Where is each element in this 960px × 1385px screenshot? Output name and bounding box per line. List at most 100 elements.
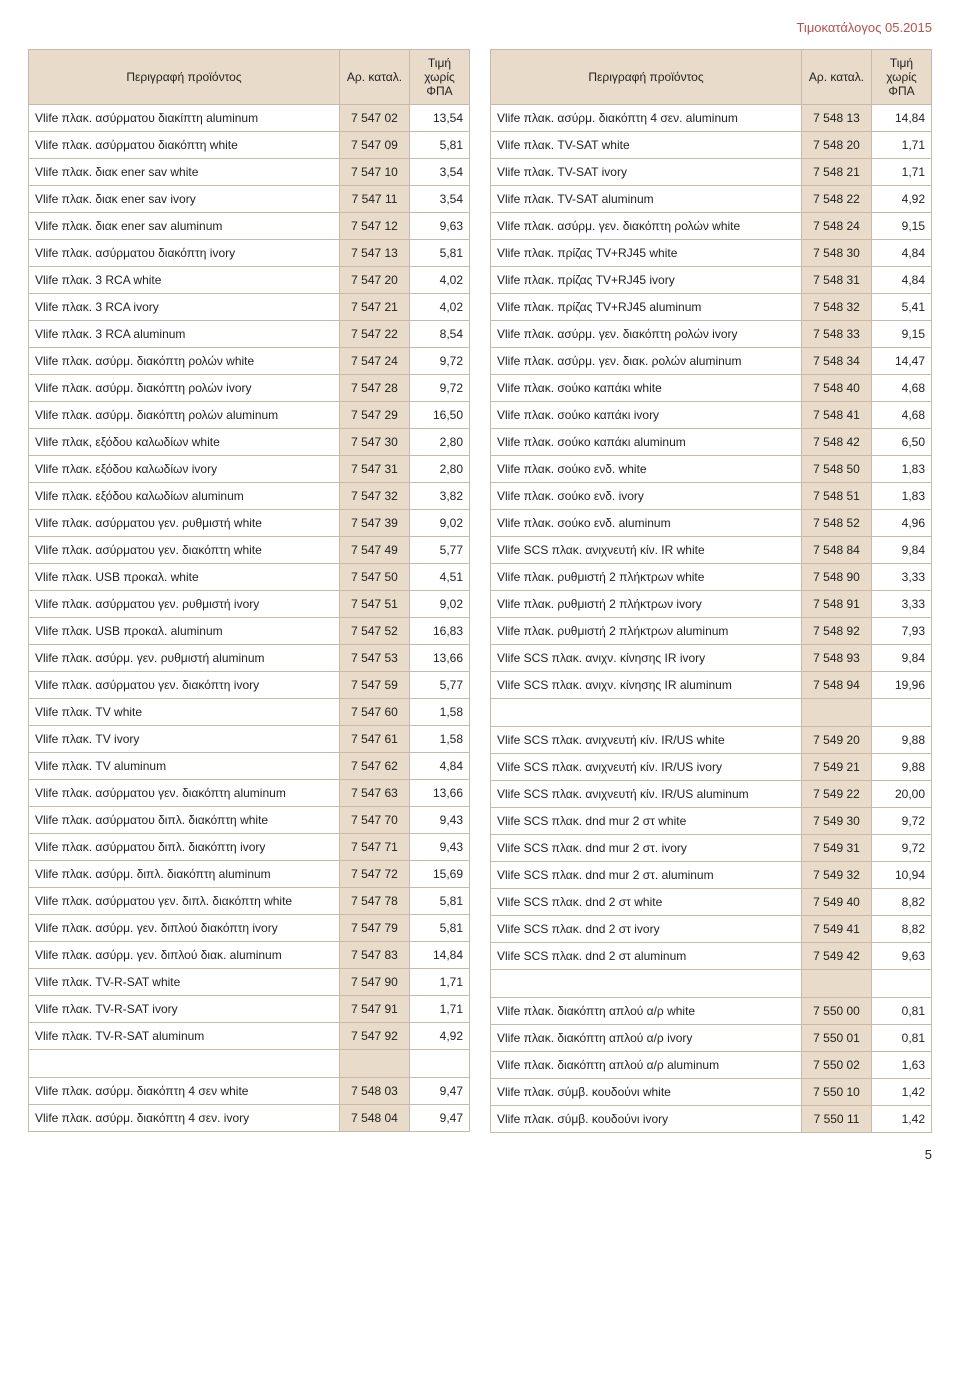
cell-desc: Vlife πλακ. σούκο καπάκι white xyxy=(491,375,802,402)
page-header: Τιμοκατάλογος 05.2015 xyxy=(28,20,932,35)
cell-desc: Vlife πλακ. διακόπτη απλού α/ρ aluminum xyxy=(491,1052,802,1079)
table-row: Vlife πλακ, εξόδου καλωδίων white7 547 3… xyxy=(29,429,470,456)
table-row: Vlife πλακ. TV-R-SAT ivory7 547 911,71 xyxy=(29,996,470,1023)
cell-price: 4,68 xyxy=(872,402,932,429)
cell-code: 7 548 90 xyxy=(802,564,872,591)
table-row: Vlife πλακ. ασύρμ. γεν. διπλού διακ. alu… xyxy=(29,942,470,969)
cell-desc: Vlife πλακ. εξόδου καλωδίων ivory xyxy=(29,456,340,483)
cell-desc: Vlife πλακ, εξόδου καλωδίων white xyxy=(29,429,340,456)
cell-price: 14,84 xyxy=(872,105,932,132)
table-row: Vlife πλακ. σούκο καπάκι white7 548 404,… xyxy=(491,375,932,402)
cell-price xyxy=(410,1050,470,1078)
cell-price: 16,83 xyxy=(410,618,470,645)
cell-desc: Vlife πλακ. TV-SAT aluminum xyxy=(491,186,802,213)
cell-desc: Vlife πλακ. TV-R-SAT white xyxy=(29,969,340,996)
cell-price: 15,69 xyxy=(410,861,470,888)
table-row: Vlife SCS πλακ. ανιχνευτή κίν. IR/US whi… xyxy=(491,727,932,754)
table-row: Vlife πλακ. TV-SAT aluminum7 548 224,92 xyxy=(491,186,932,213)
cell-price: 2,80 xyxy=(410,429,470,456)
cell-code: 7 549 21 xyxy=(802,754,872,781)
table-row: Vlife πλακ. ασύρμ. διακόπτη 4 σεν. ivory… xyxy=(29,1105,470,1132)
cell-code: 7 548 31 xyxy=(802,267,872,294)
table-row: Vlife πλακ. εξόδου καλωδίων aluminum7 54… xyxy=(29,483,470,510)
table-row: Vlife πλακ. σούκο ενδ. aluminum7 548 524… xyxy=(491,510,932,537)
cell-desc: Vlife πλακ. ασύρμ. διακόπτη 4 σεν white xyxy=(29,1078,340,1105)
table-row: Vlife πλακ. ρυθμιστή 2 πλήκτρων white7 5… xyxy=(491,564,932,591)
cell-price: 9,72 xyxy=(872,808,932,835)
left-column: Περιγραφή προϊόντος Αρ. καταλ. Τιμή χωρί… xyxy=(28,49,470,1133)
table-row: Vlife πλακ. ασύρμ. γεν. διακ. ρολών alum… xyxy=(491,348,932,375)
cell-desc: Vlife πλακ. ασύρμ. διπλ. διακόπτη alumin… xyxy=(29,861,340,888)
cell-desc: Vlife πλακ. TV aluminum xyxy=(29,753,340,780)
cell-price: 4,92 xyxy=(410,1023,470,1050)
cell-desc: Vlife πλακ. ασύρματου διακίπτη aluminum xyxy=(29,105,340,132)
cell-price: 9,15 xyxy=(872,321,932,348)
table-row: Vlife πλακ. ρυθμιστή 2 πλήκτρων ivory7 5… xyxy=(491,591,932,618)
table-row: Vlife πλακ. ασύρματου γεν. διακόπτη whit… xyxy=(29,537,470,564)
right-column: Περιγραφή προϊόντος Αρ. καταλ. Τιμή χωρί… xyxy=(490,49,932,1133)
cell-code: 7 547 24 xyxy=(340,348,410,375)
table-row: Vlife πλακ. ασύρμ. γεν. διακόπτη ρολών i… xyxy=(491,321,932,348)
cell-code: 7 547 09 xyxy=(340,132,410,159)
table-row: Vlife πλακ. ρυθμιστή 2 πλήκτρων aluminum… xyxy=(491,618,932,645)
cell-code: 7 547 63 xyxy=(340,780,410,807)
cell-price: 1,71 xyxy=(410,996,470,1023)
cell-price: 9,47 xyxy=(410,1078,470,1105)
cell-code: 7 548 13 xyxy=(802,105,872,132)
cell-price: 4,92 xyxy=(872,186,932,213)
cell-code: 7 549 40 xyxy=(802,889,872,916)
cell-desc: Vlife πλακ. ασύρμ. γεν. διακ. ρολών alum… xyxy=(491,348,802,375)
cell-desc: Vlife SCS πλακ. ανιχνευτή κίν. IR/US ivo… xyxy=(491,754,802,781)
cell-desc: Vlife SCS πλακ. ανιχνευτή κίν. IR/US whi… xyxy=(491,727,802,754)
cell-desc: Vlife πλακ. ασύρμ. διακόπτη 4 σεν. ivory xyxy=(29,1105,340,1132)
cell-code xyxy=(340,1050,410,1078)
cell-desc: Vlife πλακ. σούκο ενδ. white xyxy=(491,456,802,483)
cell-price: 9,88 xyxy=(872,727,932,754)
table-row: Vlife πλακ. ασύρματου διπλ. διακόπτη ivo… xyxy=(29,834,470,861)
table-row: Vlife πλακ. ασύρματου γεν. διακόπτη ivor… xyxy=(29,672,470,699)
table-row: Vlife πλακ. 3 RCA ivory7 547 214,02 xyxy=(29,294,470,321)
cell-price xyxy=(872,699,932,727)
cell-price: 8,82 xyxy=(872,889,932,916)
table-row: Vlife πλακ. ασύρμ. διπλ. διακόπτη alumin… xyxy=(29,861,470,888)
table-row: Vlife πλακ. ασύρμ. διακόπτη 4 σεν white7… xyxy=(29,1078,470,1105)
cell-desc: Vlife πλακ. ασύρμ. διακόπτη ρολών white xyxy=(29,348,340,375)
table-row: Vlife πλακ. ασύρματου διακόπτη ivory7 54… xyxy=(29,240,470,267)
cell-price: 1,83 xyxy=(872,483,932,510)
table-row: Vlife πλακ. σούκο ενδ. white7 548 501,83 xyxy=(491,456,932,483)
table-row: Vlife πλακ. διακόπτη απλού α/ρ white7 55… xyxy=(491,998,932,1025)
cell-price: 13,66 xyxy=(410,780,470,807)
cell-price: 9,02 xyxy=(410,510,470,537)
table-row: Vlife πλακ. ασύρμ. διακόπτη ρολών ivory7… xyxy=(29,375,470,402)
table-row: Vlife πλακ. ασύρματου γεν. διακόπτη alum… xyxy=(29,780,470,807)
cell-desc xyxy=(491,970,802,998)
cell-code: 7 547 78 xyxy=(340,888,410,915)
table-row: Vlife SCS πλακ. ανιχνευτή κίν. IR white7… xyxy=(491,537,932,564)
cell-desc: Vlife SCS πλακ. dnd mur 2 στ. ivory xyxy=(491,835,802,862)
cell-code: 7 549 42 xyxy=(802,943,872,970)
cell-price: 8,82 xyxy=(872,916,932,943)
table-row: Vlife SCS πλακ. dnd mur 2 στ. aluminum7 … xyxy=(491,862,932,889)
cell-code: 7 549 32 xyxy=(802,862,872,889)
cell-desc: Vlife πλακ. διακ ener sav ivory xyxy=(29,186,340,213)
cell-desc: Vlife SCS πλακ. ανιχν. κίνησης IR ivory xyxy=(491,645,802,672)
cell-code: 7 547 49 xyxy=(340,537,410,564)
cell-price: 1,71 xyxy=(872,159,932,186)
cell-code: 7 547 52 xyxy=(340,618,410,645)
cell-price: 16,50 xyxy=(410,402,470,429)
cell-price: 1,83 xyxy=(872,456,932,483)
cell-code: 7 550 02 xyxy=(802,1052,872,1079)
cell-code: 7 549 20 xyxy=(802,727,872,754)
table-row: Vlife πλακ. διακόπτη απλού α/ρ ivory7 55… xyxy=(491,1025,932,1052)
table-row: Vlife πλακ. ασύρμ. διακόπτη ρολών white7… xyxy=(29,348,470,375)
cell-code: 7 548 30 xyxy=(802,240,872,267)
cell-price: 5,77 xyxy=(410,537,470,564)
cell-desc: Vlife πλακ. TV white xyxy=(29,699,340,726)
cell-price: 9,02 xyxy=(410,591,470,618)
table-row: Vlife πλακ. εξόδου καλωδίων ivory7 547 3… xyxy=(29,456,470,483)
cell-desc: Vlife πλακ. ασύρματου γεν. ρυθμιστή ivor… xyxy=(29,591,340,618)
cell-code: 7 547 32 xyxy=(340,483,410,510)
cell-desc: Vlife πλακ. ασύρμ. γεν. διακόπτη ρολών i… xyxy=(491,321,802,348)
cell-desc: Vlife πλακ. πρίζας TV+RJ45 white xyxy=(491,240,802,267)
cell-code: 7 547 22 xyxy=(340,321,410,348)
